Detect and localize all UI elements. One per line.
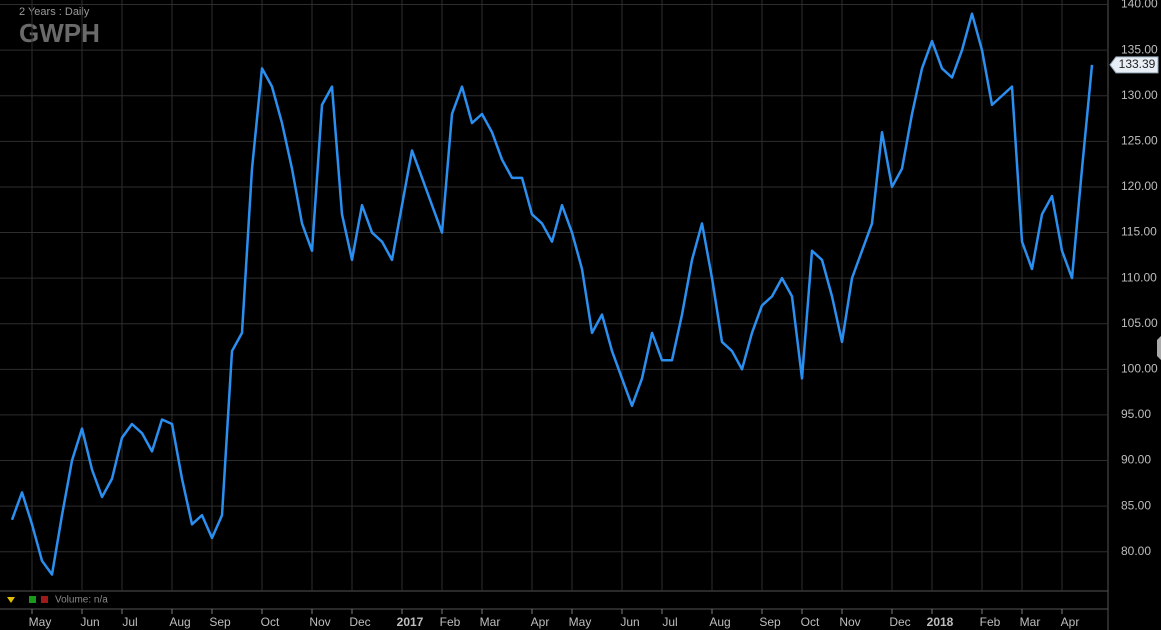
x-tick-label: Oct <box>801 615 820 629</box>
y-tick-label: 120.00 <box>1121 179 1158 193</box>
y-tick-label: 90.00 <box>1121 453 1151 467</box>
x-tick-label: Feb <box>440 615 461 629</box>
x-tick-label: Dec <box>889 615 910 629</box>
x-tick-label: Apr <box>1061 615 1080 629</box>
y-tick-label: 100.00 <box>1121 361 1158 375</box>
x-tick-label: Jul <box>662 615 677 629</box>
x-tick-label: Apr <box>531 615 550 629</box>
y-tick-label: 130.00 <box>1121 88 1158 102</box>
chart-title: GWPH <box>19 18 100 48</box>
x-tick-label: Jun <box>80 615 99 629</box>
y-tick-label: 140.00 <box>1121 0 1158 11</box>
y-tick-label: 80.00 <box>1121 544 1151 558</box>
volume-icon <box>7 597 15 603</box>
x-tick-label: Dec <box>349 615 370 629</box>
x-tick-label: Aug <box>169 615 190 629</box>
scroll-handle[interactable] <box>1157 336 1161 360</box>
y-tick-label: 105.00 <box>1121 316 1158 330</box>
x-tick-label: 2018 <box>927 615 954 629</box>
x-tick-label: Aug <box>709 615 730 629</box>
x-tick-label: Nov <box>839 615 860 629</box>
x-tick-label: Jun <box>620 615 639 629</box>
y-tick-label: 125.00 <box>1121 134 1158 148</box>
y-tick-label: 85.00 <box>1121 498 1151 512</box>
x-tick-label: Feb <box>980 615 1001 629</box>
x-tick-label: Nov <box>309 615 330 629</box>
x-tick-label: Jul <box>122 615 137 629</box>
x-tick-label: Sep <box>209 615 231 629</box>
price-line <box>10 12 1094 576</box>
x-tick-label: Mar <box>1020 615 1041 629</box>
chart-subtitle: 2 Years : Daily <box>19 6 90 18</box>
y-tick-label: 110.00 <box>1121 270 1157 284</box>
y-tick-label: 135.00 <box>1121 42 1158 56</box>
volume-icon <box>29 596 36 603</box>
x-tick-label: Sep <box>759 615 781 629</box>
x-tick-label: Mar <box>480 615 501 629</box>
x-tick-label: 2017 <box>397 615 424 629</box>
y-tick-label: 115.00 <box>1121 225 1157 239</box>
price-tag <box>1109 56 1159 74</box>
x-tick-label: Oct <box>261 615 280 629</box>
y-tick-label: 95.00 <box>1121 407 1151 421</box>
volume-label: Volume: n/a <box>55 595 108 606</box>
price-tag-label: 133.39 <box>1119 57 1156 71</box>
x-tick-label: May <box>29 615 52 629</box>
volume-icon <box>41 596 48 603</box>
x-tick-label: May <box>569 615 592 629</box>
